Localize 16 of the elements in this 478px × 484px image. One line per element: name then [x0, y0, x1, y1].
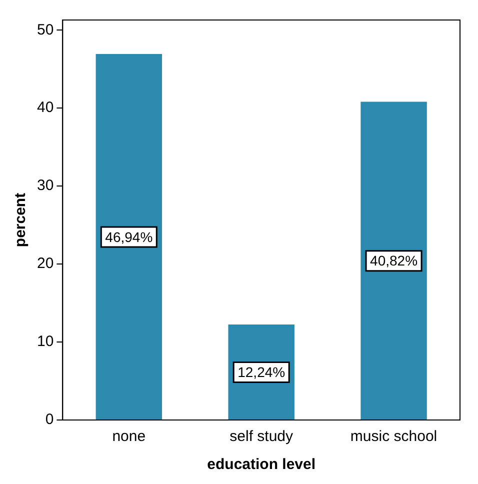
x-tick-label: self study: [230, 428, 294, 446]
data-label: 12,24%: [238, 364, 286, 380]
y-tick-label: 30: [36, 177, 54, 194]
y-axis-title: percent: [12, 192, 30, 248]
bar: [360, 102, 427, 420]
x-axis-title: education level: [207, 456, 316, 474]
bar: [96, 54, 162, 420]
y-tick-label: 10: [36, 333, 54, 350]
y-tick-label: 0: [45, 411, 54, 428]
y-tick-label: 40: [36, 99, 54, 116]
y-tick-label: 20: [36, 255, 54, 272]
data-label: 46,94%: [105, 228, 153, 245]
x-tick-label: music school: [350, 428, 438, 446]
y-tick-label: 50: [36, 21, 54, 38]
data-label: 40,82%: [370, 252, 418, 269]
x-tick-label: none: [112, 428, 146, 446]
